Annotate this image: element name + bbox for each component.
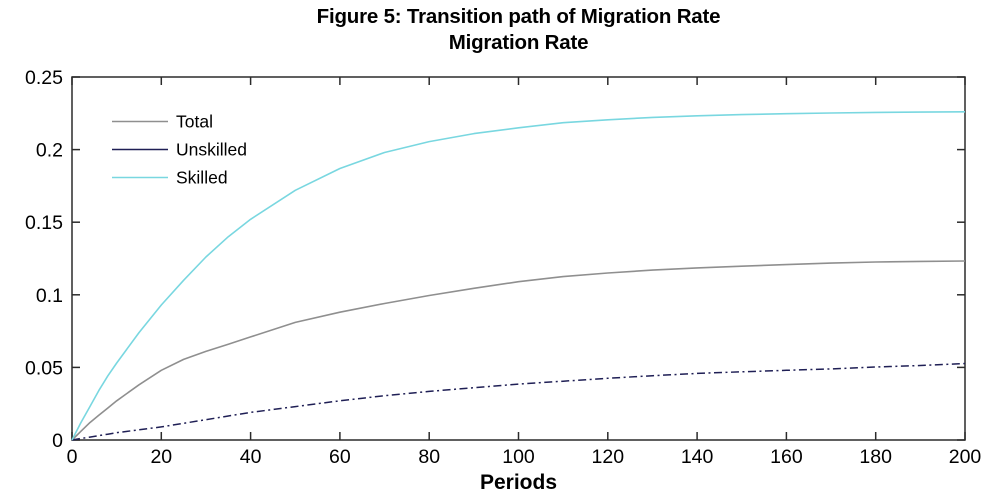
series-line-unskilled bbox=[71, 362, 966, 441]
legend-label-skilled: Skilled bbox=[176, 168, 228, 188]
figure-title: Figure 5: Transition path of Migration R… bbox=[316, 5, 721, 28]
x-tick-label: 60 bbox=[329, 446, 351, 468]
y-tick-label: 0.05 bbox=[25, 357, 63, 379]
axes-title: Migration Rate bbox=[448, 31, 589, 54]
x-tick-label: 80 bbox=[418, 446, 440, 468]
x-tick-label: 200 bbox=[949, 446, 982, 468]
x-tick-label: 40 bbox=[240, 446, 262, 468]
x-tick-label: 140 bbox=[681, 446, 714, 468]
x-tick-label: 20 bbox=[150, 446, 172, 468]
x-tick-label: 160 bbox=[770, 446, 803, 468]
x-tick-label: 0 bbox=[67, 446, 78, 468]
x-tick-label: 120 bbox=[592, 446, 625, 468]
y-tick-label: 0.2 bbox=[36, 140, 63, 162]
series-line-total bbox=[71, 260, 966, 441]
y-tick-label: 0.1 bbox=[36, 285, 63, 307]
legend-label-total: Total bbox=[176, 112, 213, 132]
y-tick-label: 0.25 bbox=[25, 67, 63, 89]
legend-label-unskilled: Unskilled bbox=[176, 140, 247, 160]
y-tick-label: 0.15 bbox=[25, 212, 63, 234]
series-line-skilled bbox=[71, 111, 966, 441]
y-tick-label: 0 bbox=[52, 430, 63, 452]
x-axis-label: Periods bbox=[479, 471, 558, 494]
x-tick-label: 100 bbox=[502, 446, 535, 468]
x-tick-label: 180 bbox=[859, 446, 892, 468]
